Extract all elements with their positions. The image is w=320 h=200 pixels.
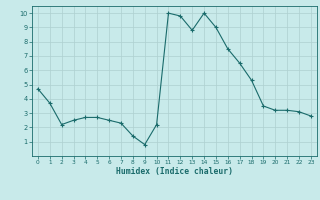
- X-axis label: Humidex (Indice chaleur): Humidex (Indice chaleur): [116, 167, 233, 176]
